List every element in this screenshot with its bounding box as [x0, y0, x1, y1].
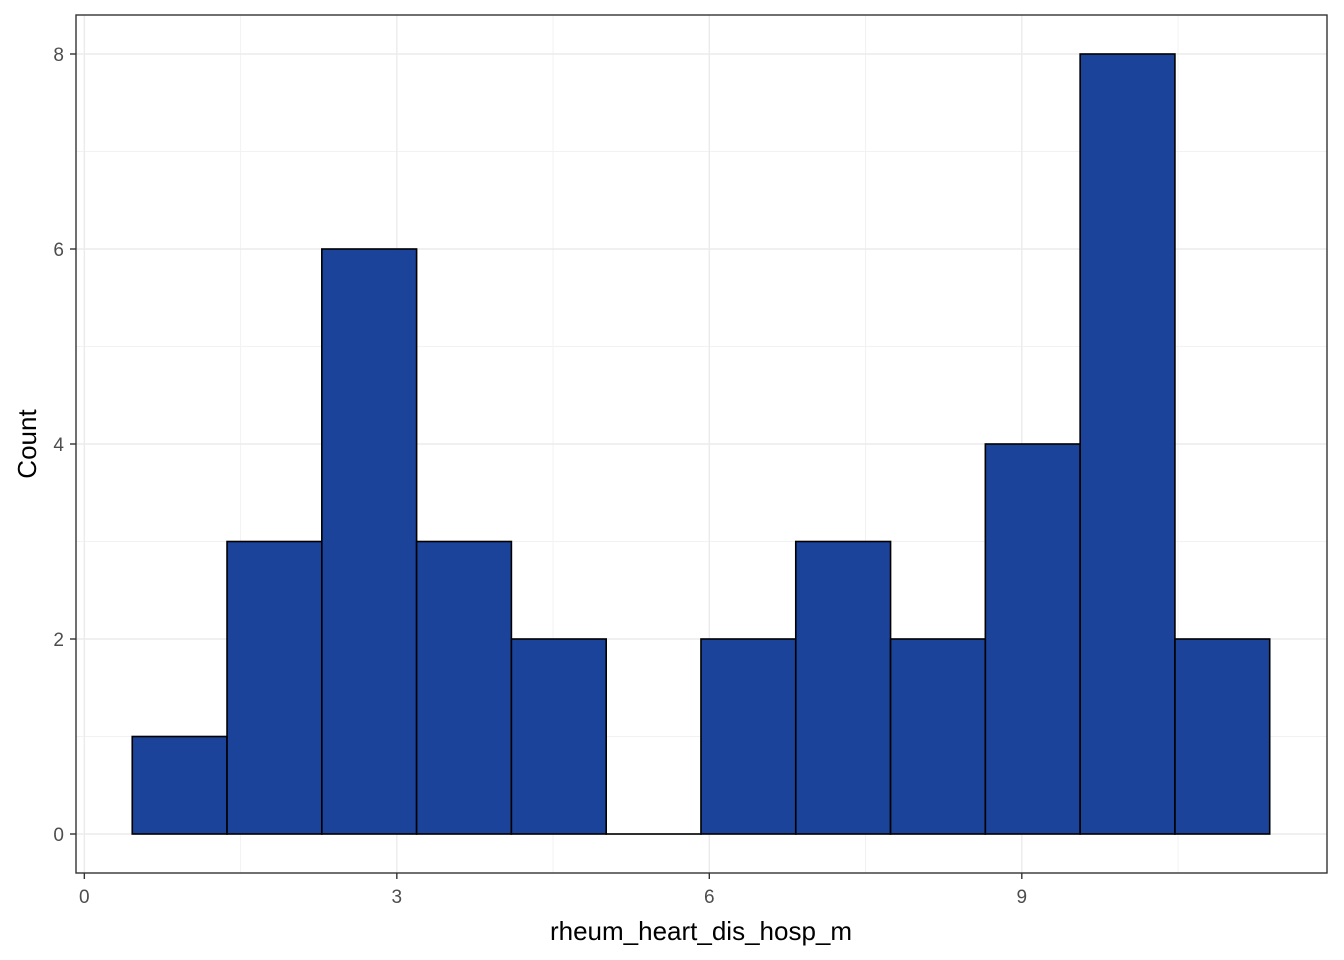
- y-tick-label: 6: [53, 240, 64, 261]
- y-tick-label: 8: [53, 45, 64, 66]
- histogram-bar: [1174, 638, 1271, 835]
- histogram-bar: [321, 248, 418, 835]
- histogram-bar: [415, 540, 513, 835]
- y-tick-label: 4: [53, 435, 64, 456]
- histogram-bar: [226, 540, 323, 835]
- x-tick-label: 6: [704, 887, 715, 908]
- histogram-bar: [1079, 53, 1176, 835]
- x-tick-label: 0: [79, 887, 90, 908]
- bars: [131, 53, 1271, 835]
- histogram-bar: [700, 638, 797, 835]
- histogram-bar: [794, 540, 892, 835]
- y-tick-label: 2: [53, 630, 64, 651]
- y-axis: 0 2 4 6 8: [53, 45, 76, 846]
- histogram-bar: [131, 735, 228, 835]
- y-axis-title: Count: [12, 409, 42, 479]
- histogram-bar: [984, 443, 1081, 835]
- y-tick-label: 0: [53, 825, 64, 846]
- x-tick-label: 9: [1017, 887, 1028, 908]
- histogram-bar: [510, 638, 607, 835]
- x-axis-title: rheum_heart_dis_hosp_m: [550, 916, 852, 946]
- histogram-bar: [889, 638, 987, 835]
- x-axis: 0 3 6 9: [79, 873, 1027, 908]
- x-tick-label: 3: [392, 887, 403, 908]
